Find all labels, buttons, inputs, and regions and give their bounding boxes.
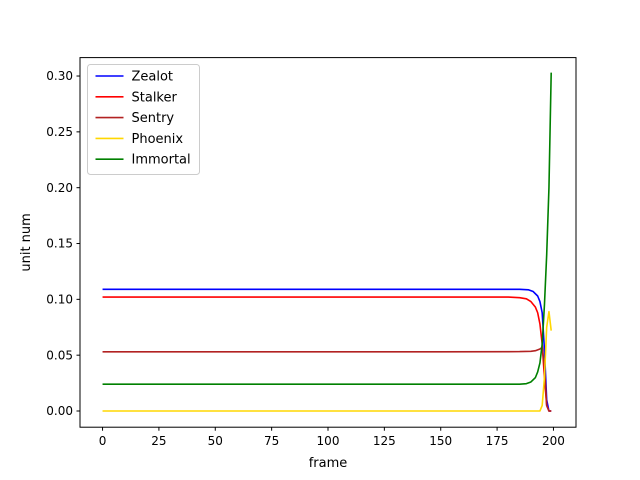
series-line-sentry <box>102 346 552 412</box>
x-tick-label: 50 <box>208 434 223 448</box>
series-line-phoenix <box>102 310 552 412</box>
x-tick-label: 125 <box>373 434 396 448</box>
y-tick-label: 0.25 <box>46 125 73 139</box>
y-tick-label: 0.15 <box>46 237 73 251</box>
series-line-immortal <box>102 72 552 386</box>
series-layer <box>102 72 552 412</box>
legend: Zealot Stalker Sentry Phoenix Immortal <box>87 64 200 175</box>
y-tick-label: 0.10 <box>46 293 73 307</box>
x-tick-label: 75 <box>264 434 279 448</box>
x-axis-label: frame <box>309 456 348 471</box>
y-tick-label: 0.30 <box>46 69 73 83</box>
legend-label-zealot: Zealot <box>132 70 174 85</box>
legend-label-stalker: Stalker <box>132 90 178 105</box>
y-tick-label: 0.20 <box>46 181 73 195</box>
x-axis: 0 25 50 75 100 125 150 175 200 <box>99 427 565 448</box>
y-axis-label: unit num <box>19 213 34 271</box>
x-tick-label: 175 <box>486 434 509 448</box>
x-tick-label: 150 <box>429 434 452 448</box>
legend-label-immortal: Immortal <box>132 153 191 168</box>
legend-label-sentry: Sentry <box>132 111 175 126</box>
y-tick-label: 0.00 <box>46 404 73 418</box>
legend-box <box>87 64 200 175</box>
x-tick-label: 0 <box>99 434 107 448</box>
legend-label-phoenix: Phoenix <box>132 132 184 147</box>
y-tick-label: 0.05 <box>46 348 73 362</box>
x-tick-label: 100 <box>317 434 340 448</box>
x-tick-label: 200 <box>542 434 565 448</box>
y-axis: 0.00 0.05 0.10 0.15 0.20 0.25 0.30 <box>46 69 80 418</box>
x-tick-label: 25 <box>151 434 166 448</box>
